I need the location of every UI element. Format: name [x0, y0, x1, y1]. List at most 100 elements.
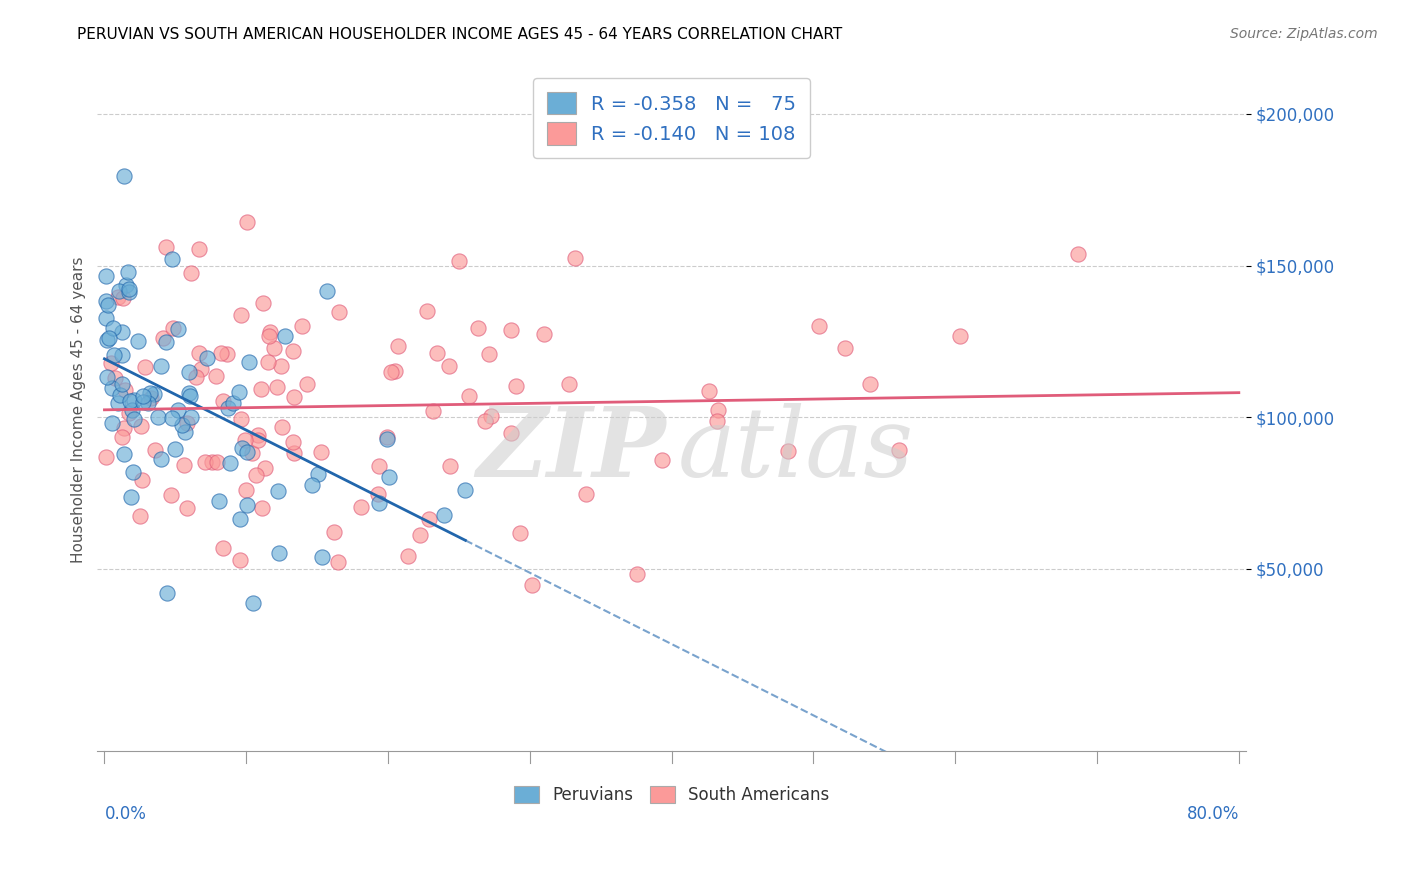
Point [160, 252, 183, 266]
Point [238, 355, 260, 369]
Text: 0.0%: 0.0% [104, 805, 146, 823]
Text: ZIP: ZIP [477, 403, 666, 498]
Point [281, 344, 304, 359]
Point [173, 458, 195, 472]
Point [96, 333, 118, 347]
Point [259, 325, 281, 339]
Point [180, 410, 202, 425]
Point [350, 500, 373, 514]
Point [112, 421, 135, 435]
Point [134, 359, 156, 374]
Point [111, 291, 134, 305]
Point [447, 254, 470, 268]
Point [94, 293, 117, 308]
Point [179, 389, 201, 403]
Point [212, 393, 235, 408]
Point [108, 388, 131, 402]
Point [107, 395, 129, 409]
Point [229, 511, 252, 525]
Point [111, 429, 134, 443]
Point [112, 448, 135, 462]
Point [474, 414, 496, 428]
Point [118, 282, 141, 296]
Point [114, 383, 136, 397]
Point [118, 285, 141, 299]
Point [124, 393, 146, 408]
Point [195, 351, 218, 365]
Point [165, 442, 187, 456]
Point [218, 456, 240, 470]
Point [228, 384, 250, 399]
Point [193, 455, 215, 469]
Y-axis label: Householder Income Ages 45 - 64 years: Householder Income Ages 45 - 64 years [72, 256, 86, 563]
Point [155, 335, 177, 350]
Point [267, 546, 290, 560]
Point [458, 389, 481, 403]
Point [160, 410, 183, 425]
Point [311, 445, 333, 459]
Point [283, 390, 305, 404]
Point [184, 369, 207, 384]
Point [233, 434, 256, 448]
Point [94, 268, 117, 283]
Point [439, 359, 461, 373]
Legend: Peruvians, South Americans: Peruvians, South Americans [501, 772, 842, 817]
Point [101, 321, 124, 335]
Point [697, 384, 720, 398]
Point [222, 395, 245, 409]
Point [267, 484, 290, 499]
Point [887, 442, 910, 457]
Point [307, 467, 329, 481]
Point [259, 328, 281, 343]
Point [129, 418, 152, 433]
Point [148, 409, 170, 424]
Point [479, 409, 502, 424]
Point [706, 414, 728, 428]
Point [418, 511, 440, 525]
Point [367, 496, 389, 510]
Point [398, 549, 420, 563]
Point [155, 586, 177, 600]
Point [108, 285, 131, 299]
Point [501, 425, 523, 440]
Text: 80.0%: 80.0% [1187, 805, 1239, 823]
Point [120, 490, 142, 504]
Point [118, 406, 141, 420]
Point [283, 434, 305, 449]
Point [263, 342, 285, 356]
Point [172, 418, 194, 433]
Point [252, 296, 274, 310]
Point [707, 402, 730, 417]
Point [416, 303, 439, 318]
Point [439, 459, 461, 474]
Point [520, 578, 543, 592]
Point [111, 348, 134, 362]
Point [231, 309, 253, 323]
Point [96, 310, 118, 325]
Point [143, 443, 166, 458]
Point [231, 441, 253, 455]
Point [143, 387, 166, 401]
Point [139, 385, 162, 400]
Point [235, 483, 257, 497]
Point [124, 411, 146, 425]
Point [626, 567, 648, 582]
Point [236, 215, 259, 229]
Point [215, 347, 238, 361]
Point [179, 366, 201, 380]
Point [209, 346, 232, 360]
Point [100, 381, 122, 395]
Point [114, 278, 136, 293]
Point [245, 468, 267, 483]
Point [564, 252, 586, 266]
Point [776, 444, 799, 458]
Point [509, 525, 531, 540]
Point [117, 265, 139, 279]
Point [211, 541, 233, 556]
Point [505, 379, 527, 393]
Point [187, 242, 209, 256]
Point [139, 391, 162, 405]
Text: atlas: atlas [678, 403, 914, 498]
Point [190, 362, 212, 376]
Point [247, 434, 270, 448]
